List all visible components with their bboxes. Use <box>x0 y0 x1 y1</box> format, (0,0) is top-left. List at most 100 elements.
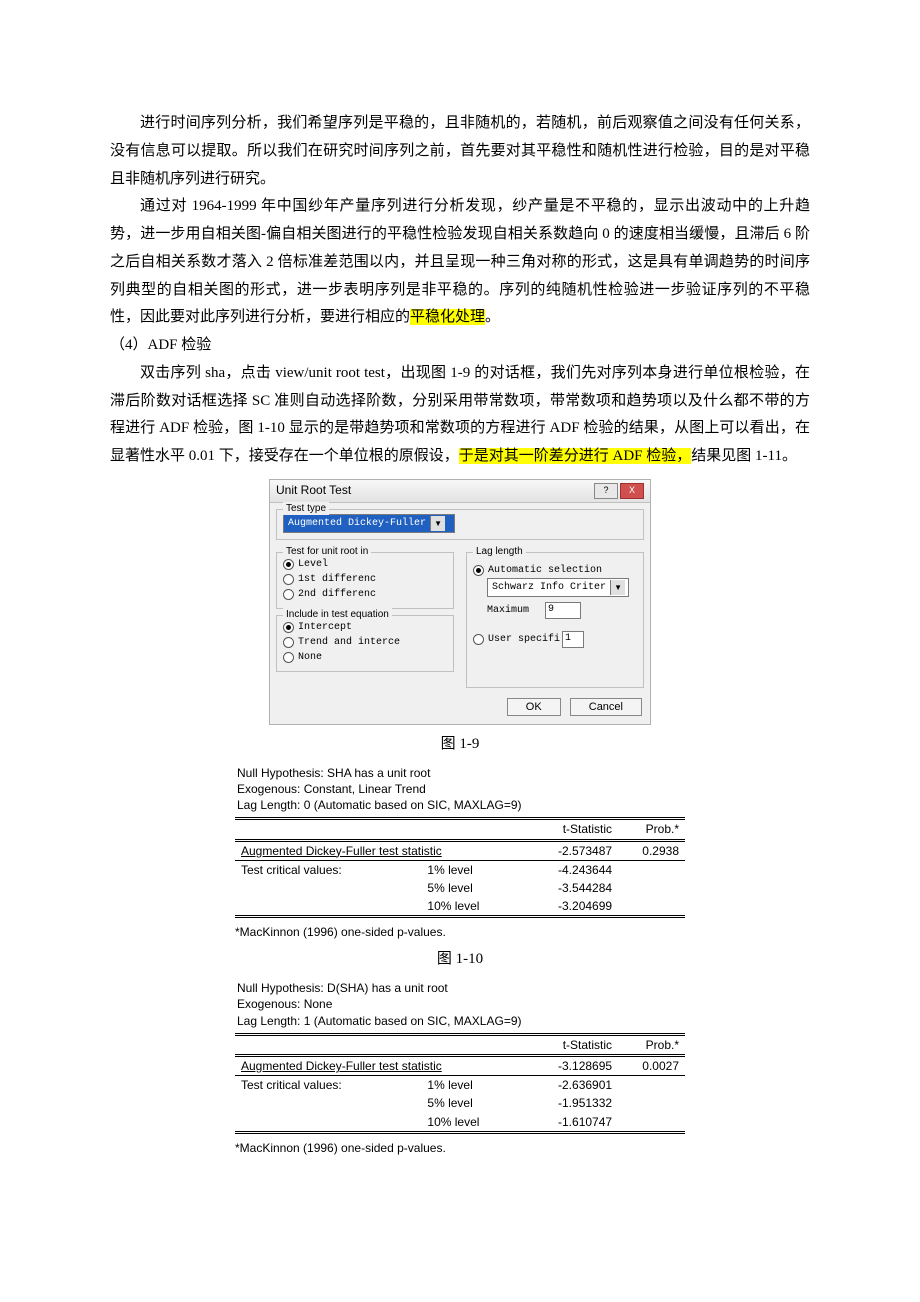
adf-p: 0.0027 <box>618 1055 685 1075</box>
level-10: 10% level <box>421 897 527 917</box>
dialog-title: Unit Root Test <box>276 483 592 499</box>
crit-10: -1.610747 <box>527 1113 618 1133</box>
paragraph-2b: 。 <box>485 309 500 325</box>
paragraph-4: 双击序列 sha，点击 view/unit root test，出现图 1-9 … <box>110 360 810 471</box>
maximum-label: Maximum <box>487 604 529 617</box>
radio-none-label: None <box>298 651 322 664</box>
help-button[interactable]: ? <box>594 483 618 499</box>
lag-fieldset: Lag length Automatic selection Schwarz I… <box>466 552 644 688</box>
dialog-columns: Test for unit root in Level 1st differen… <box>270 546 650 694</box>
paragraph-1: 进行时间序列分析，我们希望序列是平稳的，且非随机的，若随机，前后观察值之间没有任… <box>110 110 810 193</box>
crit-5: -3.544284 <box>527 879 618 897</box>
radio-2nd-diff[interactable]: 2nd differenc <box>283 587 447 602</box>
close-button[interactable]: X <box>620 483 644 499</box>
radio-2nd-label: 2nd differenc <box>298 588 376 601</box>
level-1: 1% level <box>421 1076 527 1095</box>
col-prob: Prob.* <box>618 819 685 840</box>
test-type-dropdown[interactable]: Augmented Dickey-Fuller ▼ <box>283 514 455 533</box>
stats2-h3: Lag Length: 1 (Automatic based on SIC, M… <box>235 1013 685 1029</box>
crit-10: -3.204699 <box>527 897 618 917</box>
criterion-dropdown[interactable]: Schwarz Info Criter ▼ <box>487 578 629 597</box>
figure-1-10: Null Hypothesis: SHA has a unit root Exo… <box>110 765 810 941</box>
include-legend: Include in test equation <box>283 608 392 621</box>
document-page: 进行时间序列分析，我们希望序列是平稳的，且非随机的，若随机，前后观察值之间没有任… <box>0 0 920 1220</box>
user-lag-input[interactable]: 1 <box>562 631 584 648</box>
crit-1: -2.636901 <box>527 1076 618 1095</box>
radio-user[interactable]: User specifi 1 <box>473 630 637 649</box>
chevron-down-icon: ▼ <box>430 516 445 531</box>
dialog-buttons: OK Cancel <box>270 694 650 724</box>
stats1-footnote: *MacKinnon (1996) one-sided p-values. <box>235 924 685 940</box>
level-5: 5% level <box>421 879 527 897</box>
radio-1st-label: 1st differenc <box>298 573 376 586</box>
crit-1: -4.243644 <box>527 860 618 879</box>
include-fieldset: Include in test equation Intercept Trend… <box>276 615 454 672</box>
crit-label: Test critical values: <box>235 860 421 879</box>
adf-output-1: Null Hypothesis: SHA has a unit root Exo… <box>235 765 685 941</box>
stats1-h1: Null Hypothesis: SHA has a unit root <box>235 765 685 781</box>
radio-trend-label: Trend and interce <box>298 636 400 649</box>
ok-button[interactable]: OK <box>507 698 561 716</box>
radio-auto[interactable]: Automatic selection <box>473 563 637 578</box>
crit-label: Test critical values: <box>235 1076 421 1095</box>
radio-auto-label: Automatic selection <box>488 564 602 577</box>
caption-1-10: 图 1-10 <box>110 946 810 974</box>
adf-t: -2.573487 <box>527 840 618 860</box>
radio-icon <box>283 559 294 570</box>
radio-intercept-label: Intercept <box>298 621 352 634</box>
radio-icon <box>283 622 294 633</box>
stats2-table: t-StatisticProb.* Augmented Dickey-Fulle… <box>235 1033 685 1134</box>
radio-icon <box>283 574 294 585</box>
col-prob: Prob.* <box>618 1034 685 1055</box>
adf-p: 0.2938 <box>618 840 685 860</box>
stats2-h1: Null Hypothesis: D(SHA) has a unit root <box>235 980 685 996</box>
radio-icon <box>283 652 294 663</box>
radio-icon <box>473 565 484 576</box>
adf-t: -3.128695 <box>527 1055 618 1075</box>
radio-user-label: User specifi <box>488 633 560 646</box>
figure-1-11: Null Hypothesis: D(SHA) has a unit root … <box>110 980 810 1156</box>
highlight-1: 平稳化处理 <box>410 309 485 325</box>
dialog-titlebar: Unit Root Test ? X <box>270 480 650 503</box>
root-in-fieldset: Test for unit root in Level 1st differen… <box>276 552 454 609</box>
radio-1st-diff[interactable]: 1st differenc <box>283 572 447 587</box>
stats1-table: t-StatisticProb.* Augmented Dickey-Fulle… <box>235 817 685 918</box>
radio-icon <box>473 634 484 645</box>
radio-trend[interactable]: Trend and interce <box>283 635 447 650</box>
heading-adf: （4）ADF 检验 <box>110 332 810 360</box>
paragraph-2: 通过对 1964-1999 年中国纱年产量序列进行分析发现，纱产量是不平稳的，显… <box>110 193 810 332</box>
paragraph-2a: 通过对 1964-1999 年中国纱年产量序列进行分析发现，纱产量是不平稳的，显… <box>110 198 810 325</box>
stats2-h2: Exogenous: None <box>235 996 685 1012</box>
test-type-legend: Test type <box>283 502 329 515</box>
test-type-value: Augmented Dickey-Fuller <box>284 517 430 530</box>
chevron-down-icon: ▼ <box>610 580 625 595</box>
paragraph-4b: 结果见图 1-11。 <box>691 448 797 464</box>
test-type-fieldset: Test type Augmented Dickey-Fuller ▼ <box>276 509 644 540</box>
stats2-footnote: *MacKinnon (1996) one-sided p-values. <box>235 1140 685 1156</box>
adf-output-2: Null Hypothesis: D(SHA) has a unit root … <box>235 980 685 1156</box>
col-tstat: t-Statistic <box>527 1034 618 1055</box>
stats1-h2: Exogenous: Constant, Linear Trend <box>235 781 685 797</box>
cancel-button[interactable]: Cancel <box>570 698 642 716</box>
figure-1-9: Unit Root Test ? X Test type Augmented D… <box>110 479 810 725</box>
adf-stat-label: Augmented Dickey-Fuller test statistic <box>235 840 527 860</box>
lag-legend: Lag length <box>473 545 526 558</box>
caption-1-9: 图 1-9 <box>110 731 810 759</box>
radio-none[interactable]: None <box>283 650 447 665</box>
radio-intercept[interactable]: Intercept <box>283 620 447 635</box>
adf-stat-label: Augmented Dickey-Fuller test statistic <box>235 1055 527 1075</box>
radio-level-label: Level <box>298 558 328 571</box>
unit-root-dialog: Unit Root Test ? X Test type Augmented D… <box>269 479 651 725</box>
criterion-value: Schwarz Info Criter <box>488 581 610 594</box>
stats1-h3: Lag Length: 0 (Automatic based on SIC, M… <box>235 797 685 813</box>
col-tstat: t-Statistic <box>527 819 618 840</box>
level-10: 10% level <box>421 1113 527 1133</box>
level-5: 5% level <box>421 1094 527 1112</box>
radio-level[interactable]: Level <box>283 557 447 572</box>
highlight-2: 于是对其一阶差分进行 ADF 检验， <box>459 448 692 464</box>
maximum-input[interactable]: 9 <box>545 602 581 619</box>
level-1: 1% level <box>421 860 527 879</box>
root-in-legend: Test for unit root in <box>283 545 371 558</box>
radio-icon <box>283 589 294 600</box>
crit-5: -1.951332 <box>527 1094 618 1112</box>
